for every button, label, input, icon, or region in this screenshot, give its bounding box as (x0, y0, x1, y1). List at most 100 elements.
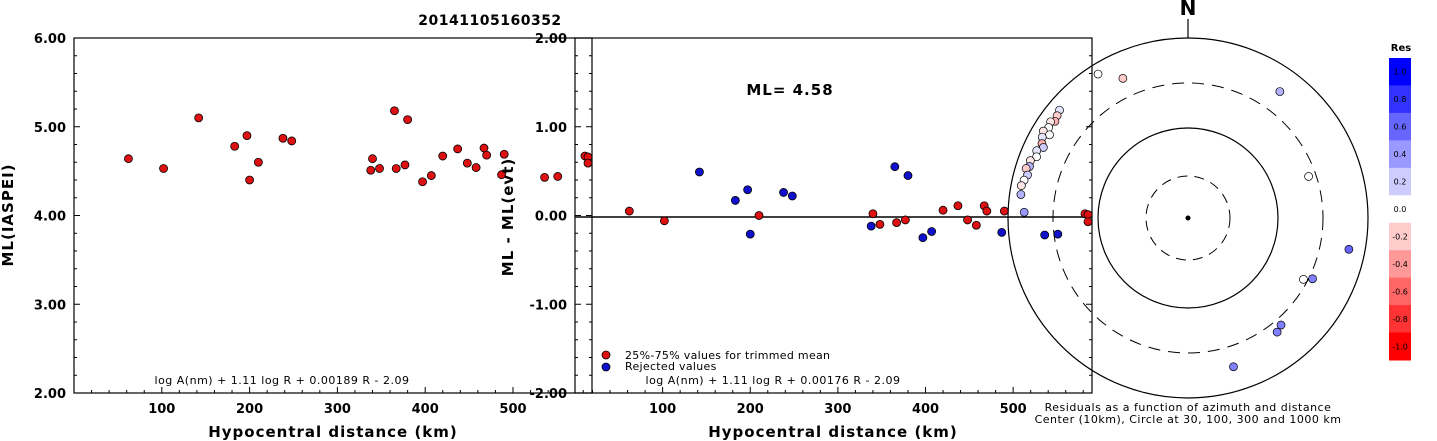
colorbar-tick-label: 0.4 (1394, 150, 1407, 159)
colorbar-swatch (1389, 250, 1411, 279)
colorbar-swatch (1389, 167, 1411, 196)
x-tick-label: 500 (499, 402, 526, 417)
colorbar-tick-label: 0.6 (1394, 123, 1407, 132)
y-tick-label: 2.00 (535, 32, 567, 47)
data-point (963, 215, 972, 225)
data-point (287, 136, 297, 146)
x-axis-ticks: 100 200 300 400 500 (91, 387, 584, 417)
data-point (695, 167, 704, 177)
residual-vs-distance-panel: 100 200 300 400 500 -2.00 -1.00 0.00 1.00 2.00 M… (499, 32, 1093, 441)
data-point (400, 160, 410, 170)
station-marker (1017, 181, 1026, 190)
station-marker (1308, 274, 1317, 284)
ring-1000km (1007, 37, 1369, 399)
data-point (903, 171, 913, 180)
data-point (999, 206, 1009, 216)
station-marker (1093, 69, 1103, 79)
station-marker (1016, 190, 1026, 199)
data-point (953, 201, 963, 211)
data-point (124, 154, 133, 164)
data-point (787, 191, 797, 201)
colorbar-tick-label: -0.8 (1392, 315, 1408, 324)
magnitude-vs-distance-panel: 100 200 300 400 500 2.00 3.00 4.00 5.00 6.00 log… (0, 32, 593, 441)
data-points (624, 162, 1093, 243)
data-point (159, 164, 168, 173)
azimuth-residual-map: N Residuals as a function of azimuth and… (1007, 0, 1411, 426)
station-markers (1016, 69, 1354, 372)
x-tick-label: 400 (912, 402, 939, 417)
y-axis-ticks: -2.00 -1.00 0.00 1.00 2.00 (530, 32, 1092, 402)
y-tick-label: 5.00 (34, 121, 66, 136)
y-axis-ticks: 2.00 3.00 4.00 5.00 6.00 (34, 32, 592, 402)
y-axis-label: ML(IASPEI) (0, 163, 17, 266)
x-axis-label: Hypocentral distance (km) (708, 423, 958, 441)
data-point (471, 163, 481, 172)
colorbar-title: Res (1391, 43, 1411, 54)
data-point (368, 154, 377, 164)
y-tick-label: 4.00 (34, 210, 66, 225)
data-point (583, 158, 593, 168)
colorbar-swatch (1389, 305, 1411, 334)
y-tick-label: 3.00 (34, 298, 66, 313)
colorbar-swatch (1389, 277, 1411, 306)
data-point (1083, 217, 1093, 227)
data-point (462, 158, 472, 168)
colorbar-tick-label: 0.2 (1394, 178, 1407, 187)
x-tick-label: 400 (412, 402, 439, 417)
data-point (868, 209, 878, 219)
station-marker (1019, 207, 1029, 217)
residual-colorbar: 1.0 0.8 0.6 0.4 0.2 0.0 -0.2 -0.4 -0.6 -0.8 -1.0 (1389, 58, 1411, 361)
colorbar-tick-label: -1.0 (1392, 342, 1408, 351)
data-point (245, 175, 254, 185)
data-points (124, 106, 593, 187)
legend-marker-rejected (601, 362, 611, 372)
data-point (624, 206, 634, 216)
x-tick-label: 100 (649, 402, 676, 417)
data-point (375, 164, 384, 173)
station-marker (1299, 275, 1308, 284)
data-point (900, 215, 910, 225)
data-point (982, 206, 992, 216)
ml-annotation: ML= 4.58 (746, 81, 833, 99)
data-point (875, 219, 885, 229)
north-label: N (1180, 0, 1197, 20)
station-marker (1344, 244, 1354, 254)
station-marker (1032, 152, 1041, 162)
x-axis-ticks: 100 200 300 400 500 (592, 387, 1084, 417)
station-marker (1304, 172, 1313, 181)
ring-100km (1097, 127, 1279, 309)
colorbar-swatch (1389, 140, 1411, 169)
data-point (253, 157, 263, 167)
colorbar-swatch (1389, 112, 1411, 141)
ring-300km (1052, 82, 1324, 354)
x-axis-label: Hypocentral distance (km) (208, 423, 458, 441)
x-tick-label: 300 (324, 402, 351, 417)
data-point (997, 227, 1007, 237)
y-tick-label: 1.00 (535, 121, 567, 136)
station-marker (1275, 87, 1285, 96)
colorbar-tick-label: 0.8 (1394, 95, 1407, 104)
epicenter-marker (1185, 215, 1191, 221)
formula-text: log A(nm) + 1.11 log R + 0.00189 R - 2.0… (155, 374, 410, 387)
data-point (553, 172, 563, 181)
data-point (194, 113, 204, 123)
station-marker (1045, 130, 1054, 140)
legend-label-trimmed: 25%-75% values for trimmed mean (625, 349, 830, 362)
data-point (754, 211, 764, 220)
y-tick-label: 2.00 (34, 387, 66, 402)
data-point (438, 151, 448, 161)
colorbar-tick-label: 0.0 (1394, 205, 1407, 214)
caption-line-2: Center (10km), Circle at 30, 100, 300 an… (1035, 413, 1342, 426)
data-point (499, 149, 509, 159)
data-point (890, 162, 900, 172)
x-tick-label: 100 (148, 402, 175, 417)
colorbar-tick-label: 1.0 (1394, 68, 1407, 77)
y-tick-label: 0.00 (535, 210, 567, 225)
legend-label-rejected: Rejected values (625, 360, 717, 373)
y-axis-label: ML - ML(evt) (499, 158, 517, 276)
data-point (242, 131, 252, 141)
colorbar-swatch (1389, 58, 1411, 86)
data-point (659, 216, 669, 226)
data-point (497, 170, 506, 180)
data-point (971, 220, 981, 230)
